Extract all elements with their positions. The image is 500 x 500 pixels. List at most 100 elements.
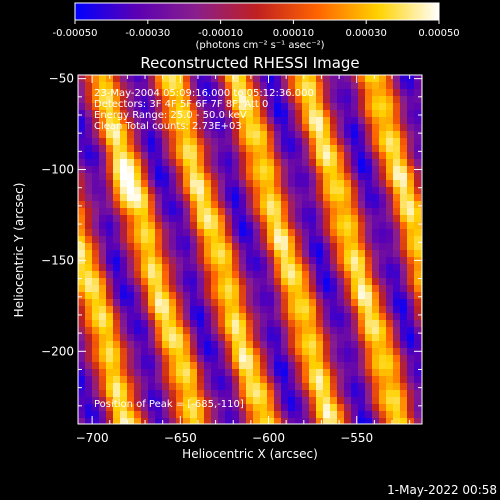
heatmap-cell (211, 152, 219, 160)
heatmap-cell (148, 159, 156, 167)
heatmap-cell (155, 369, 163, 377)
heatmap-cell (99, 208, 107, 216)
heatmap-cell (197, 96, 205, 104)
heatmap-cell (225, 306, 233, 314)
heatmap-cell (197, 327, 205, 335)
heatmap-cell (225, 229, 233, 237)
heatmap-cell (141, 82, 149, 90)
heatmap-cell (197, 348, 205, 356)
heatmap-cell (288, 201, 296, 209)
heatmap-cell (239, 103, 247, 111)
heatmap-cell (323, 271, 331, 279)
heatmap-cell (414, 306, 422, 314)
heatmap-cell (197, 215, 205, 223)
heatmap-cell (302, 341, 310, 349)
heatmap-cell (372, 103, 380, 111)
heatmap-cell (253, 75, 261, 83)
heatmap-cell (400, 348, 408, 356)
heatmap-cell (232, 82, 240, 90)
heatmap-cell (148, 201, 156, 209)
heatmap-cell (211, 117, 219, 125)
heatmap-cell (190, 145, 198, 153)
heatmap-cell (85, 180, 93, 188)
heatmap-cell (211, 229, 219, 237)
heatmap-cell (246, 306, 254, 314)
heatmap-cell (393, 292, 401, 300)
heatmap-cell (400, 187, 408, 195)
heatmap-cell (316, 166, 324, 174)
heatmap-cell (148, 145, 156, 153)
heatmap-cell (190, 110, 198, 118)
heatmap-cell (78, 271, 86, 279)
heatmap-cell (372, 124, 380, 132)
heatmap-cell (246, 397, 254, 405)
heatmap-cell (204, 348, 212, 356)
heatmap-cell (106, 376, 114, 384)
heatmap-cell (204, 124, 212, 132)
heatmap-cell (106, 292, 114, 300)
heatmap-cell (92, 390, 100, 398)
heatmap-cell (400, 131, 408, 139)
heatmap-cell (204, 285, 212, 293)
heatmap-cell (232, 173, 240, 181)
heatmap-cell (365, 257, 373, 265)
heatmap-cell (400, 313, 408, 321)
heatmap-cell (309, 250, 317, 258)
heatmap-cell (246, 124, 254, 132)
heatmap-cell (351, 299, 359, 307)
heatmap-cell (281, 96, 289, 104)
heatmap-cell (169, 292, 177, 300)
heatmap-cell (190, 138, 198, 146)
heatmap-cell (400, 383, 408, 391)
heatmap-cell (323, 383, 331, 391)
heatmap-cell (155, 397, 163, 405)
heatmap-cell (113, 159, 121, 167)
heatmap-cell (162, 173, 170, 181)
heatmap-cell (365, 404, 373, 412)
heatmap-cell (379, 124, 387, 132)
heatmap-cell (211, 278, 219, 286)
heatmap-cell (288, 166, 296, 174)
heatmap-cell (225, 257, 233, 265)
heatmap-cell (337, 75, 345, 83)
heatmap-cell (330, 264, 338, 272)
heatmap-cell (148, 208, 156, 216)
heatmap-cell (393, 306, 401, 314)
heatmap-cell (204, 418, 212, 424)
heatmap-cell (309, 173, 317, 181)
heatmap-cell (155, 306, 163, 314)
heatmap-cell (337, 110, 345, 118)
heatmap-cell (260, 173, 268, 181)
heatmap-cell (253, 138, 261, 146)
heatmap-cell (372, 264, 380, 272)
heatmap-cell (134, 390, 142, 398)
heatmap-cell (393, 152, 401, 160)
heatmap-cell (232, 145, 240, 153)
heatmap-cell (281, 306, 289, 314)
heatmap-cell (148, 243, 156, 251)
heatmap-cell (351, 383, 359, 391)
heatmap-cell (358, 145, 366, 153)
heatmap-cell (316, 327, 324, 335)
heatmap-cell (407, 117, 415, 125)
heatmap-cell (120, 243, 128, 251)
heatmap-cell (288, 222, 296, 230)
heatmap-cell (316, 194, 324, 202)
heatmap-cell (358, 180, 366, 188)
heatmap-cell (372, 320, 380, 328)
heatmap-cell (323, 390, 331, 398)
heatmap-cell (134, 131, 142, 139)
heatmap-cell (197, 355, 205, 363)
heatmap-cell (372, 327, 380, 335)
heatmap-cell (414, 103, 422, 111)
heatmap-cell (337, 313, 345, 321)
heatmap-cell (407, 110, 415, 118)
heatmap-cell (323, 243, 331, 251)
heatmap-cell (190, 187, 198, 195)
heatmap-cell (281, 250, 289, 258)
heatmap-cell (414, 327, 422, 335)
heatmap-cell (204, 355, 212, 363)
heatmap-cell (267, 236, 275, 244)
heatmap-cell (281, 418, 289, 424)
heatmap-cell (302, 103, 310, 111)
